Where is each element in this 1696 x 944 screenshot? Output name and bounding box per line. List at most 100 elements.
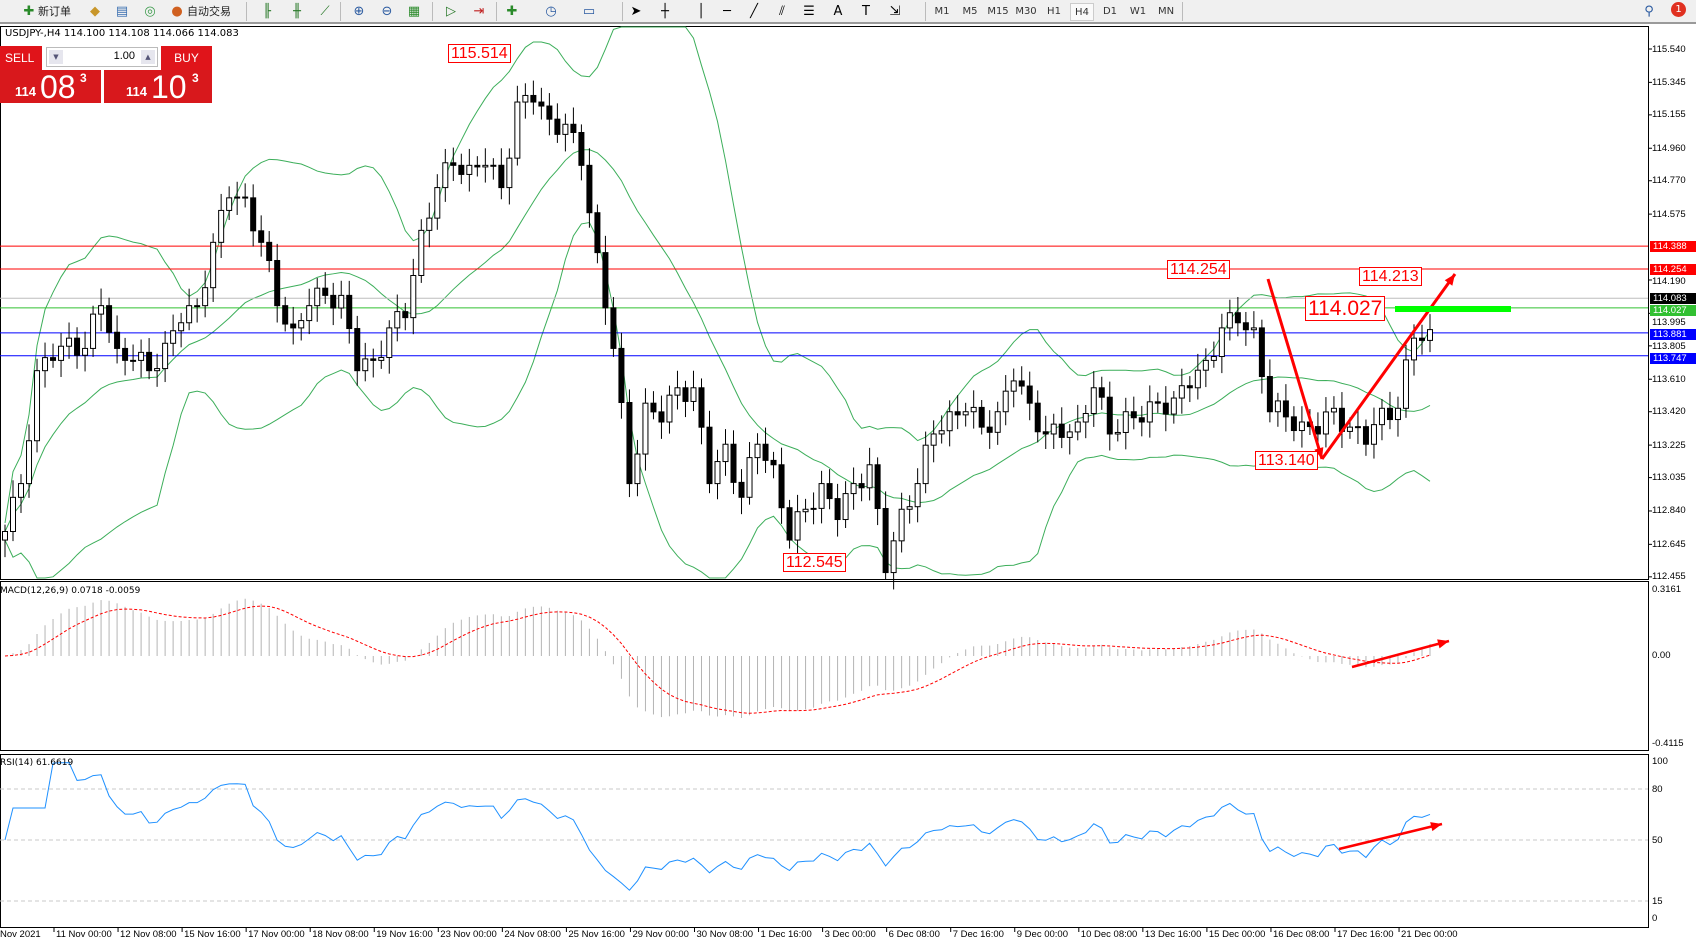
signals-icon[interactable]: ◎ (144, 4, 156, 19)
timeframe-m30[interactable]: M30 (1015, 6, 1037, 17)
horizontal-line-icon[interactable]: ─ (723, 4, 731, 19)
new-order-button[interactable]: 新订单 (38, 5, 71, 18)
candle (746, 442, 753, 505)
candle (386, 320, 393, 374)
candle-body (322, 287, 329, 296)
bar-chart-icon[interactable]: ╟ (263, 4, 271, 19)
volume-increase-icon[interactable]: ▲ (141, 50, 155, 64)
candle-body (1162, 402, 1169, 415)
buy-button[interactable]: BUY (161, 46, 212, 70)
chart-shift-icon[interactable]: ⇥ (473, 4, 485, 19)
candle-body (1186, 385, 1193, 389)
candle-body (1130, 411, 1137, 419)
price-tag: 113.747 (1650, 352, 1696, 364)
price-axis-label: 112.840 (1652, 505, 1686, 517)
candlestick-icon[interactable]: ╫ (293, 4, 301, 19)
candle (1074, 404, 1081, 441)
candle-body (866, 464, 873, 489)
candle (1154, 392, 1161, 413)
candle (338, 280, 345, 319)
candle-body (634, 453, 641, 485)
crosshair-icon[interactable]: ┼ (661, 4, 669, 19)
candle (426, 202, 433, 248)
candle (594, 204, 601, 264)
auto-trading-button[interactable]: 自动交易 (187, 5, 231, 18)
auto-trading-icon[interactable]: ● (171, 4, 183, 19)
breakout-price-label[interactable]: 114.027 (1305, 296, 1386, 321)
candle (218, 193, 225, 258)
sell-button[interactable]: SELL (0, 46, 42, 70)
volume-input[interactable]: ▼ 1.00 ▲ (46, 47, 158, 67)
candle-body (50, 357, 57, 361)
indicators-icon[interactable]: ✚ (506, 4, 518, 19)
candle (1138, 405, 1145, 437)
rsi-axis-100: 100 (1652, 756, 1668, 767)
candle-body (890, 540, 897, 574)
high-price-label[interactable]: 115.514 (448, 44, 511, 63)
candle-body (354, 328, 361, 372)
sell-price[interactable]: 114 08 3 (0, 69, 101, 105)
candle (1026, 371, 1033, 421)
timeframe-d1[interactable]: D1 (1102, 6, 1118, 17)
price-axis-label: 114.190 (1652, 275, 1686, 287)
zoom-out-icon[interactable]: ⊖ (381, 4, 393, 19)
candle (850, 467, 857, 510)
candle (1210, 341, 1217, 368)
buy-price-main: 10 (151, 69, 187, 105)
timeframe-w1[interactable]: W1 (1129, 6, 1147, 17)
timeframe-mn[interactable]: MN (1157, 6, 1175, 17)
vertical-line-icon[interactable]: │ (697, 4, 705, 19)
zoom-in-icon[interactable]: ⊕ (353, 4, 365, 19)
low-price-label[interactable]: 112.545 (783, 553, 846, 572)
candle-body (698, 387, 705, 428)
equidistant-channel-icon[interactable]: ⫽ (779, 4, 785, 19)
time-axis-label: 6 Dec 08:00 (888, 929, 940, 940)
candle-body (1002, 390, 1009, 413)
autoscroll-icon[interactable]: ▷ (446, 4, 456, 19)
periods-icon[interactable]: ◷ (545, 4, 557, 19)
buy-price[interactable]: 114 10 3 (104, 69, 212, 105)
candle (874, 457, 881, 526)
new-order-icon[interactable]: ✚ (23, 4, 35, 19)
resistance-price-label[interactable]: 114.254 (1167, 260, 1230, 279)
candle-body (666, 394, 673, 423)
text-icon[interactable]: A (833, 4, 843, 19)
timeframe-m1[interactable]: M1 (934, 6, 950, 17)
candle-body (586, 164, 593, 214)
price-axis-label: 113.995 (1652, 316, 1686, 328)
candle-body (970, 406, 977, 413)
line-chart-icon[interactable]: ⟋ (320, 4, 330, 19)
candle-body (410, 274, 417, 319)
fibonacci-icon[interactable]: ☰ (803, 4, 815, 19)
candle-body (1098, 387, 1105, 398)
candle-body (90, 313, 97, 349)
metaeditor-icon[interactable]: ◆ (90, 4, 100, 19)
search-icon[interactable]: ⚲ (1644, 4, 1654, 19)
tile-windows-icon[interactable]: ▦ (407, 4, 421, 19)
timeframe-h4[interactable]: H4 (1070, 3, 1094, 21)
candle-body (546, 105, 553, 120)
strategy-tester-icon[interactable]: ▤ (115, 4, 129, 19)
templates-icon[interactable]: ▭ (582, 4, 596, 19)
pane-frame (0, 26, 1649, 580)
time-axis-label: 3 Dec 00:00 (824, 929, 876, 940)
trendline-icon[interactable]: ╱ (750, 4, 758, 19)
candle-body (1106, 396, 1113, 435)
candle (954, 395, 961, 430)
candle-body (426, 217, 433, 231)
timeframe-m15[interactable]: M15 (987, 6, 1009, 17)
notification-badge[interactable]: 1 (1671, 2, 1686, 17)
arrows-icon[interactable]: ⇲ (889, 4, 901, 19)
candle-body (1066, 431, 1073, 438)
swing-low-label[interactable]: 113.140 (1255, 451, 1318, 470)
cursor-icon[interactable]: ➤ (630, 4, 642, 19)
candle-body (1322, 411, 1329, 435)
timeframe-m5[interactable]: M5 (962, 6, 978, 17)
timeframe-h1[interactable]: H1 (1047, 6, 1061, 17)
bollinger-upper (4, 26, 1431, 524)
volume-decrease-icon[interactable]: ▼ (49, 50, 63, 64)
text-label-icon[interactable]: T (862, 4, 870, 19)
recent-high-label[interactable]: 114.213 (1359, 267, 1422, 286)
candle (266, 231, 273, 273)
